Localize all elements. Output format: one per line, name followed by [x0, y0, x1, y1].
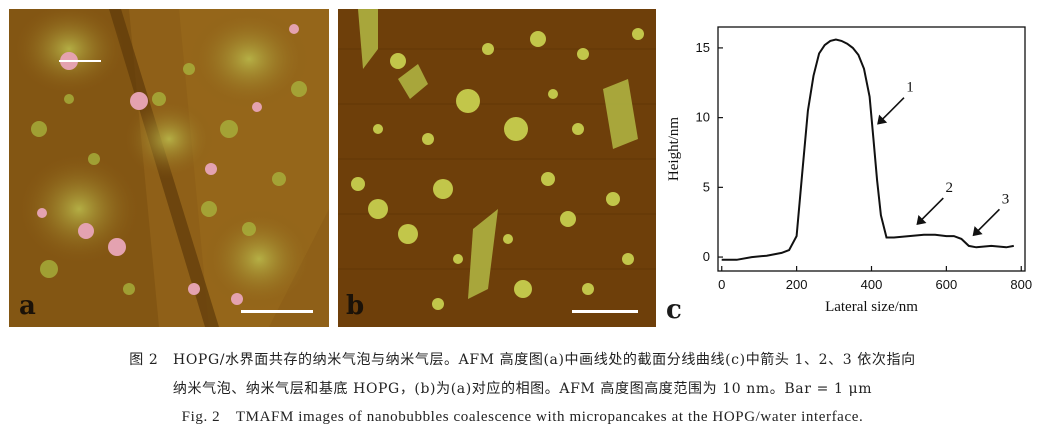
chart-ticks: 0 200 400 600 800 0 5 10 15 [696, 40, 1033, 292]
annotation-arrow [977, 208, 1001, 232]
annotation-label: 3 [1002, 191, 1010, 207]
x-tick-label: 400 [861, 277, 883, 292]
annotation-label: 2 [946, 180, 954, 196]
cross-section-chart: 0 200 400 600 800 0 5 10 15 1 2 3 Height/nm Latera… [666, 26, 1033, 315]
height-profile-line [721, 38, 1014, 261]
annotation-label: 1 [906, 80, 914, 96]
x-axis-title: Lateral size/nm [825, 299, 918, 315]
afm-height-image-panel: a [9, 9, 329, 327]
caption-english: Fig. 2 TMAFM images of nanobubbles coale… [181, 409, 864, 425]
annotation-arrow [881, 97, 905, 121]
panel-label-b: b [346, 291, 365, 321]
annotation-arrow [920, 197, 944, 221]
chart-annotations: 1 2 3 [877, 80, 1010, 237]
afm-phase-image-panel: b [338, 9, 656, 327]
x-tick-label: 200 [786, 277, 808, 292]
y-axis-title: Height/nm [666, 117, 682, 181]
caption-chinese-line-1: 图 2 HOPG/水界面共存的纳米气泡与纳米气层。AFM 高度图(a)中画线处的… [129, 352, 916, 368]
annotation-arrowhead [972, 226, 983, 237]
scale-bar [241, 310, 313, 313]
annotation-arrowhead [877, 114, 888, 125]
panel-label-c: c [666, 295, 682, 325]
scale-bar [572, 310, 638, 313]
y-tick-label: 15 [696, 40, 710, 55]
x-tick-label: 0 [718, 277, 725, 292]
afm-phase-image [338, 9, 656, 327]
afm-height-image [9, 9, 329, 327]
y-tick-label: 0 [703, 249, 710, 264]
annotation-arrowhead [916, 214, 927, 225]
y-tick-label: 5 [703, 179, 710, 194]
x-tick-label: 600 [936, 277, 958, 292]
cross-section-chart-panel: 0 200 400 600 800 0 5 10 15 1 2 3 Height/nm Latera… [660, 9, 1040, 327]
panel-label-a: a [19, 291, 36, 321]
caption-chinese-line-2: 纳米气泡、纳米气层和基底 HOPG，(b)为(a)对应的相图。AFM 高度图高度… [172, 381, 873, 397]
x-tick-label: 800 [1010, 277, 1032, 292]
y-tick-label: 10 [696, 110, 710, 125]
